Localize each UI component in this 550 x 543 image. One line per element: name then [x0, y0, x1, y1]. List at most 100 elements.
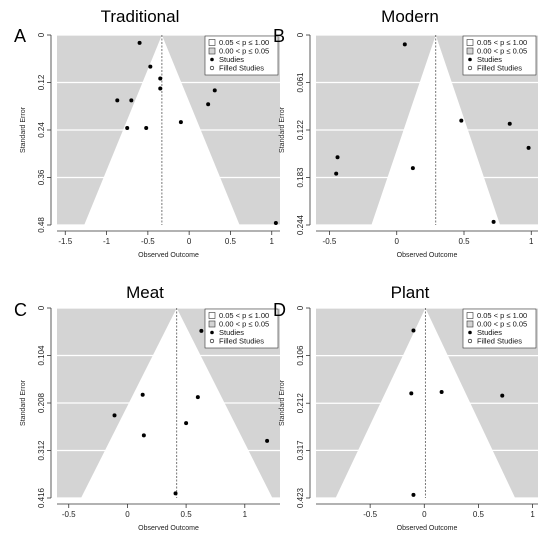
study-point: [129, 98, 134, 103]
x-tick-label: 0.5: [458, 237, 470, 246]
y-tick-label: 0: [296, 32, 305, 37]
x-tick-label: 0: [187, 237, 192, 246]
y-tick-label: 0.36: [37, 169, 46, 185]
x-tick-label: -0.5: [363, 510, 377, 519]
x-tick-label: -0.5: [62, 510, 76, 519]
study-point: [402, 42, 407, 47]
y-tick-label: 0.48: [37, 217, 46, 233]
x-tick-label: 0.5: [225, 237, 237, 246]
study-point: [140, 392, 145, 397]
panel-c: -0.5 0 0.5 1 0 0.104 0.208 0.312 0.416 Observed O…: [14, 283, 280, 532]
x-tick-label: 1: [529, 237, 534, 246]
panel-letter: D: [273, 300, 286, 320]
legend-box: [204, 35, 279, 76]
legend-dot-filled: [210, 57, 214, 62]
legend-label: Filled Studies: [219, 337, 264, 346]
panel-title: Plant: [391, 283, 430, 302]
study-point: [212, 88, 217, 93]
legend-swatch-white: [466, 312, 474, 319]
x-axis-label: Observed Outcome: [397, 525, 458, 532]
legend-swatch-gray: [466, 47, 474, 55]
study-point: [195, 395, 200, 400]
x-axis-label: Observed Outcome: [138, 525, 199, 532]
y-tick-label: 0.24: [37, 122, 46, 138]
panel-d: -0.5 0 0.5 1 0 0.106 0.212 0.317 0.423 Observed O…: [273, 283, 538, 532]
study-point: [439, 389, 444, 394]
study-point: [158, 76, 163, 81]
legend-box: [462, 35, 537, 76]
legend-label: Filled Studies: [477, 64, 522, 73]
legend-dot-open: [209, 65, 215, 71]
study-point: [334, 171, 339, 176]
study-point: [148, 64, 153, 69]
legend-label: Studies: [477, 55, 502, 64]
legend-swatch-white: [466, 39, 474, 46]
x-axis-label: Observed Outcome: [138, 252, 199, 259]
y-axis-label: Standard Error: [20, 379, 27, 426]
y-axis-label: Standard Error: [20, 106, 27, 153]
panel-title: Modern: [381, 7, 439, 26]
study-point: [410, 166, 415, 171]
legend-swatch-gray: [466, 320, 474, 328]
legend-label: Studies: [219, 55, 244, 64]
x-tick-label: -0.5: [323, 237, 337, 246]
legend: 0.05 < p ≤ 1.000.00 < p ≤ 0.05StudiesFil…: [462, 308, 537, 349]
panel-a: -1.5 -1 -0.5 0 0.5 1 0 0.12 0.24 0.36 0.48 Observed…: [14, 7, 280, 259]
study-point: [335, 155, 340, 160]
study-point: [144, 126, 149, 131]
y-tick-label: 0.106: [296, 345, 305, 366]
y-tick-label: 0: [37, 32, 46, 37]
plot-area: [316, 308, 538, 498]
y-tick-label: 0.317: [296, 440, 305, 461]
study-point: [411, 492, 416, 497]
legend-label: 0.05 < p ≤ 1.00: [219, 38, 269, 47]
study-point: [526, 145, 531, 150]
plot-area: [57, 35, 280, 225]
study-point: [178, 120, 183, 125]
legend-dot-filled: [468, 330, 472, 335]
x-tick-label: 1: [530, 510, 535, 519]
panel-b: -0.5 0 0.5 1 0 0.061 0.122 0.183 0.244 Observed O…: [273, 7, 538, 259]
panel-title: Traditional: [101, 7, 180, 26]
legend-label: 0.00 < p ≤ 0.05: [219, 47, 269, 56]
legend-box: [462, 308, 537, 349]
legend-dot-filled: [210, 330, 214, 335]
y-axis-label: Standard Error: [279, 379, 286, 426]
y-tick-label: 0.061: [296, 72, 305, 93]
study-point: [125, 126, 130, 131]
y-tick-label: 0.208: [37, 392, 46, 413]
y-tick-label: 0.416: [37, 487, 46, 508]
legend-dot-open: [209, 338, 215, 344]
y-tick-label: 0: [37, 305, 46, 310]
legend-box: [204, 308, 279, 349]
study-point: [137, 40, 142, 45]
legend-dot-open: [467, 65, 473, 71]
study-point: [112, 413, 117, 418]
x-tick-label: 0: [422, 510, 427, 519]
study-point: [184, 421, 189, 426]
study-point: [115, 98, 120, 103]
study-point: [409, 391, 414, 396]
study-point: [491, 219, 496, 224]
y-tick-label: 0.104: [37, 345, 46, 366]
panel-letter: A: [14, 26, 26, 46]
legend: 0.05 < p ≤ 1.000.00 < p ≤ 0.05StudiesFil…: [462, 35, 537, 76]
legend-label: Studies: [477, 328, 502, 337]
study-point: [500, 393, 505, 398]
legend-label: 0.00 < p ≤ 0.05: [477, 47, 527, 56]
legend-label: 0.00 < p ≤ 0.05: [477, 320, 527, 329]
x-tick-label: -1: [103, 237, 111, 246]
x-tick-label: 0.5: [181, 510, 193, 519]
x-tick-label: -0.5: [141, 237, 155, 246]
legend-swatch-white: [208, 39, 216, 46]
study-point: [273, 221, 278, 225]
y-tick-label: 0.244: [296, 214, 305, 235]
y-tick-label: 0.183: [296, 167, 305, 188]
legend-label: Studies: [219, 328, 244, 337]
legend-label: Filled Studies: [477, 337, 522, 346]
study-point: [206, 102, 211, 107]
study-point: [141, 433, 146, 438]
study-point: [199, 328, 204, 333]
x-tick-label: 1: [270, 237, 275, 246]
